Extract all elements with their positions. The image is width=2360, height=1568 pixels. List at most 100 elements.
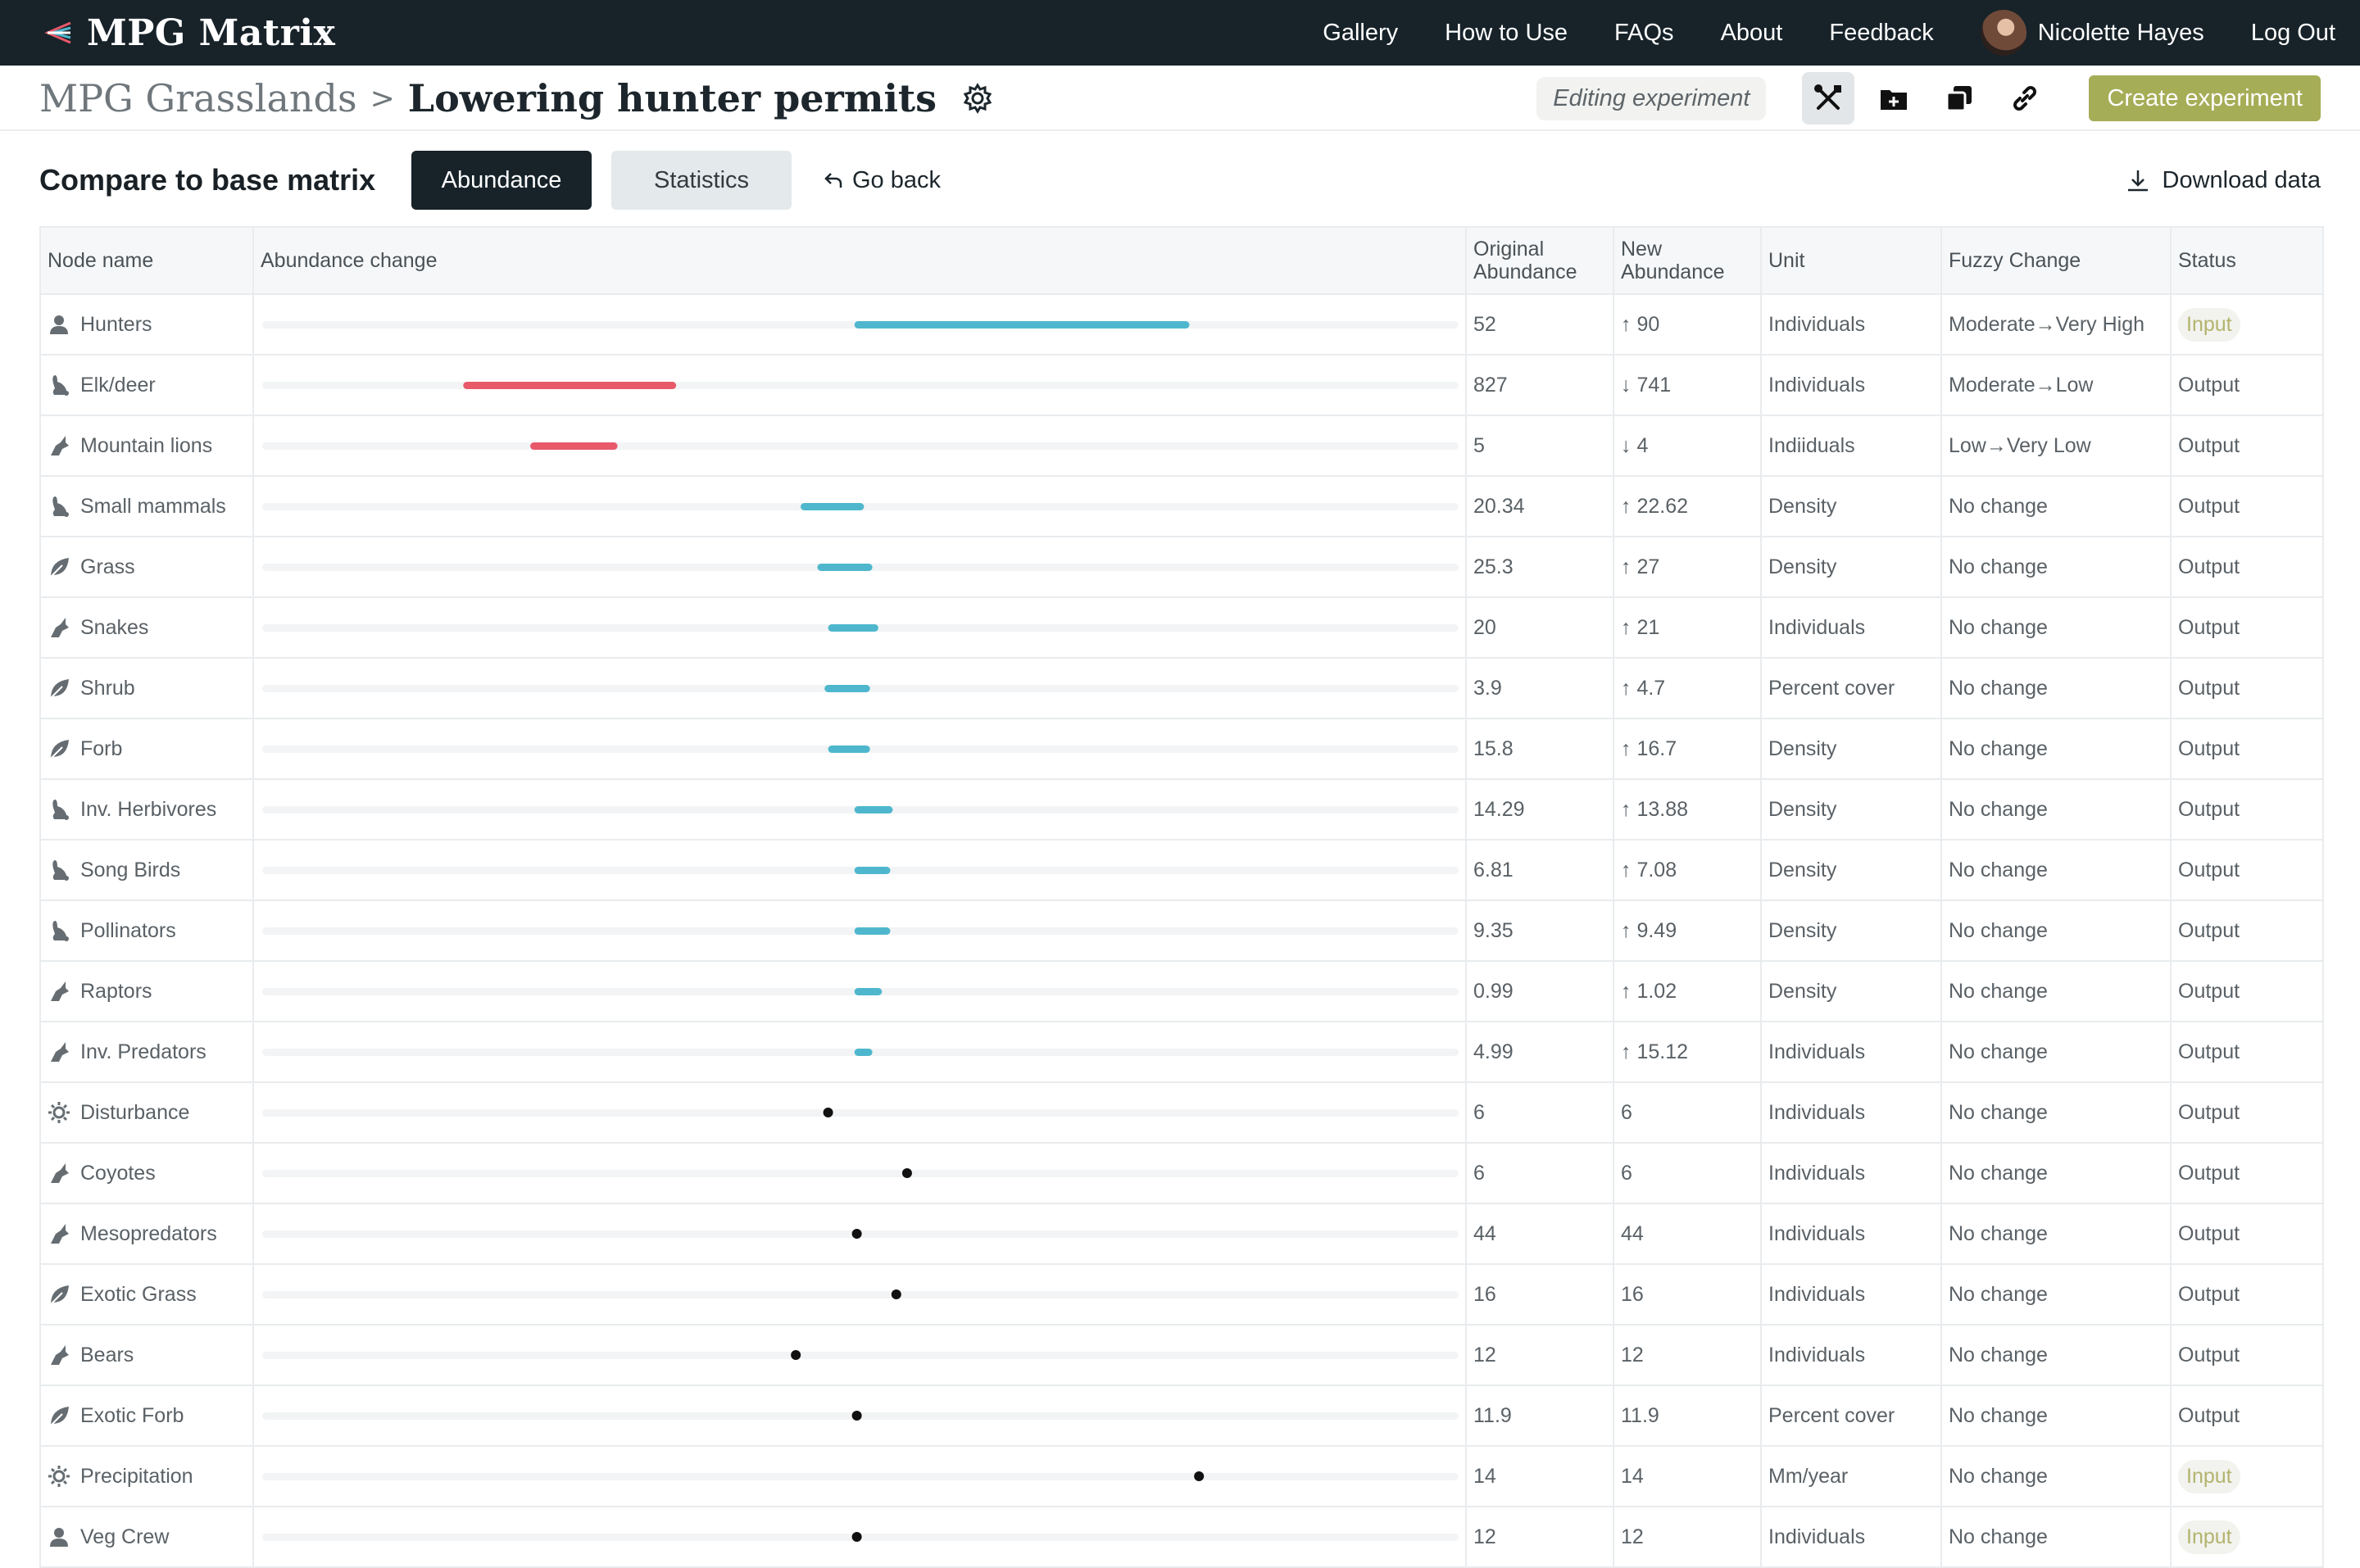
- tab-abundance[interactable]: Abundance: [411, 151, 592, 210]
- nav-about[interactable]: About: [1720, 19, 1783, 46]
- unit-cell: Individuals: [1760, 1081, 1942, 1144]
- header-original-abundance[interactable]: Original Abundance: [1465, 226, 1614, 295]
- new-abundance-value: 13.88: [1636, 797, 1689, 821]
- new-abundance-value: 4.7: [1636, 676, 1666, 700]
- status-badge: Output: [2178, 676, 2240, 700]
- header-abundance-change[interactable]: Abundance change: [252, 226, 1467, 295]
- node-name-cell: Shrub: [39, 657, 254, 719]
- abundance-change-cell: [252, 596, 1467, 659]
- node-name-label: Grass: [80, 555, 135, 578]
- status-cell: Output: [2170, 1263, 2324, 1326]
- unit-cell: Individuals: [1760, 596, 1942, 659]
- fuzzy-change-cell: No change: [1940, 778, 2172, 841]
- table-row[interactable]: Disturbance 6 6 Individuals No change Ou…: [39, 1081, 2324, 1144]
- table-row[interactable]: Mesopredators 44 44 Individuals No chang…: [39, 1203, 2324, 1265]
- copy-button[interactable]: [1933, 72, 1986, 125]
- download-label: Download data: [2162, 166, 2321, 193]
- table-row[interactable]: Raptors 0.99 ↑ 1.02 Density No change Ou…: [39, 960, 2324, 1022]
- abundance-change-bar: [262, 927, 1459, 935]
- change-bar: [854, 806, 893, 813]
- abundance-change-cell: [252, 839, 1467, 901]
- table-row[interactable]: Veg Crew 12 12 Individuals No change Inp…: [39, 1506, 2324, 1568]
- unit-cell: Density: [1760, 900, 1942, 962]
- breadcrumb-parent[interactable]: MPG Grasslands: [39, 76, 357, 120]
- leaf-icon: [50, 740, 69, 759]
- status-badge: Input: [2178, 307, 2240, 342]
- table-row[interactable]: Precipitation 14 14 Mm/year No change In…: [39, 1445, 2324, 1507]
- logout-link[interactable]: Log Out: [2250, 19, 2335, 46]
- table-row[interactable]: Small mammals 20.34 ↑ 22.62 Density No c…: [39, 475, 2324, 537]
- change-bar: [817, 564, 873, 571]
- status-badge: Output: [2178, 373, 2240, 397]
- node-name-label: Small mammals: [80, 494, 226, 518]
- node-name-cell: Coyotes: [39, 1142, 254, 1204]
- node-name: Elk/deer: [48, 374, 246, 397]
- abundance-change-bar: [262, 1289, 1459, 1299]
- header-node-name[interactable]: Node name: [39, 226, 254, 295]
- user-name: Nicolette Hayes: [2037, 19, 2204, 46]
- table-row[interactable]: Exotic Grass 16 16 Individuals No change…: [39, 1263, 2324, 1326]
- link-icon: [2013, 86, 2037, 111]
- header-unit[interactable]: Unit: [1760, 226, 1942, 295]
- brand-title: MPG Matrix: [87, 11, 336, 54]
- header-status[interactable]: Status: [2170, 226, 2324, 295]
- wolf-icon: [51, 618, 69, 637]
- nav-gallery[interactable]: Gallery: [1323, 19, 1399, 46]
- status-badge: Output: [2178, 1161, 2240, 1185]
- header-fuzzy-change[interactable]: Fuzzy Change: [1940, 226, 2172, 295]
- header-new-abundance[interactable]: New Abundance: [1613, 226, 1762, 295]
- brand[interactable]: MPG Matrix: [43, 0, 335, 66]
- unit-cell: Individuals: [1760, 354, 1942, 416]
- tab-statistics[interactable]: Statistics: [611, 151, 792, 210]
- table-row[interactable]: Forb 15.8 ↑ 16.7 Density No change Outpu…: [39, 718, 2324, 780]
- create-experiment-button[interactable]: Create experiment: [2089, 75, 2321, 121]
- nav-feedback[interactable]: Feedback: [1829, 19, 1934, 46]
- node-name: Snakes: [48, 616, 246, 640]
- node-name: Inv. Predators: [48, 1040, 246, 1064]
- abundance-change-cell: [252, 1384, 1467, 1447]
- status-badge: Output: [2178, 494, 2240, 518]
- status-cell: Output: [2170, 475, 2324, 537]
- table-row[interactable]: Grass 25.3 ↑ 27 Density No change Output: [39, 536, 2324, 598]
- node-name: Song Birds: [48, 859, 246, 882]
- fuzzy-change-cell: No change: [1940, 1263, 2172, 1326]
- table-row[interactable]: Snakes 20 ↑ 21 Individuals No change Out…: [39, 596, 2324, 659]
- tools-button[interactable]: [1802, 72, 1855, 125]
- abundance-change-cell: [252, 657, 1467, 719]
- table-row[interactable]: Mountain lions 5 ↓ 4 Indiiduals Low→Very…: [39, 415, 2324, 477]
- change-bar: [530, 442, 618, 450]
- change-arrow: ↑: [1621, 676, 1637, 700]
- table-row[interactable]: Coyotes 6 6 Individuals No change Output: [39, 1142, 2324, 1204]
- share-link-button[interactable]: [1999, 72, 2051, 125]
- new-abundance-value: 1.02: [1636, 979, 1677, 1003]
- nav-faqs[interactable]: FAQs: [1614, 19, 1674, 46]
- gear-icon[interactable]: [961, 82, 994, 115]
- original-abundance-cell: 15.8: [1465, 718, 1614, 780]
- table-body: Hunters 52 ↑ 90 Individuals Moderate→Ver…: [39, 293, 2324, 1568]
- go-back-button[interactable]: Go back: [823, 149, 941, 211]
- table-row[interactable]: Bears 12 12 Individuals No change Output: [39, 1324, 2324, 1386]
- new-abundance-value: 11.9: [1621, 1403, 1659, 1427]
- table-row[interactable]: Exotic Forb 11.9 11.9 Percent cover No c…: [39, 1384, 2324, 1447]
- fuzzy-change-cell: No change: [1940, 1445, 2172, 1507]
- table-row[interactable]: Hunters 52 ↑ 90 Individuals Moderate→Ver…: [39, 293, 2324, 356]
- table-row[interactable]: Song Birds 6.81 ↑ 7.08 Density No change…: [39, 839, 2324, 901]
- add-folder-button[interactable]: [1868, 72, 1920, 125]
- node-name-cell: Mountain lions: [39, 415, 254, 477]
- table-row[interactable]: Pollinators 9.35 ↑ 9.49 Density No chang…: [39, 900, 2324, 962]
- user-menu[interactable]: Nicolette Hayes: [1980, 10, 2204, 56]
- table-row[interactable]: Inv. Predators 4.99 ↑ 15.12 Individuals …: [39, 1021, 2324, 1083]
- abundance-change-bar: [262, 564, 1459, 571]
- new-abundance-cell: 6: [1613, 1142, 1762, 1204]
- nav-how-to-use[interactable]: How to Use: [1445, 19, 1568, 46]
- status-cell: Output: [2170, 1324, 2324, 1386]
- table-row[interactable]: Inv. Herbivores 14.29 ↑ 13.88 Density No…: [39, 778, 2324, 841]
- table-row[interactable]: Elk/deer 827 ↓ 741 Individuals Moderate→…: [39, 354, 2324, 416]
- new-abundance-value: 9.49: [1636, 918, 1677, 942]
- new-abundance-value: 12: [1621, 1525, 1644, 1548]
- download-data-button[interactable]: Download data: [2125, 149, 2321, 211]
- table-row[interactable]: Shrub 3.9 ↑ 4.7 Percent cover No change …: [39, 657, 2324, 719]
- change-arrow: ↑: [1621, 1040, 1637, 1063]
- node-name-cell: Song Birds: [39, 839, 254, 901]
- matrix-logo-icon: [44, 21, 71, 44]
